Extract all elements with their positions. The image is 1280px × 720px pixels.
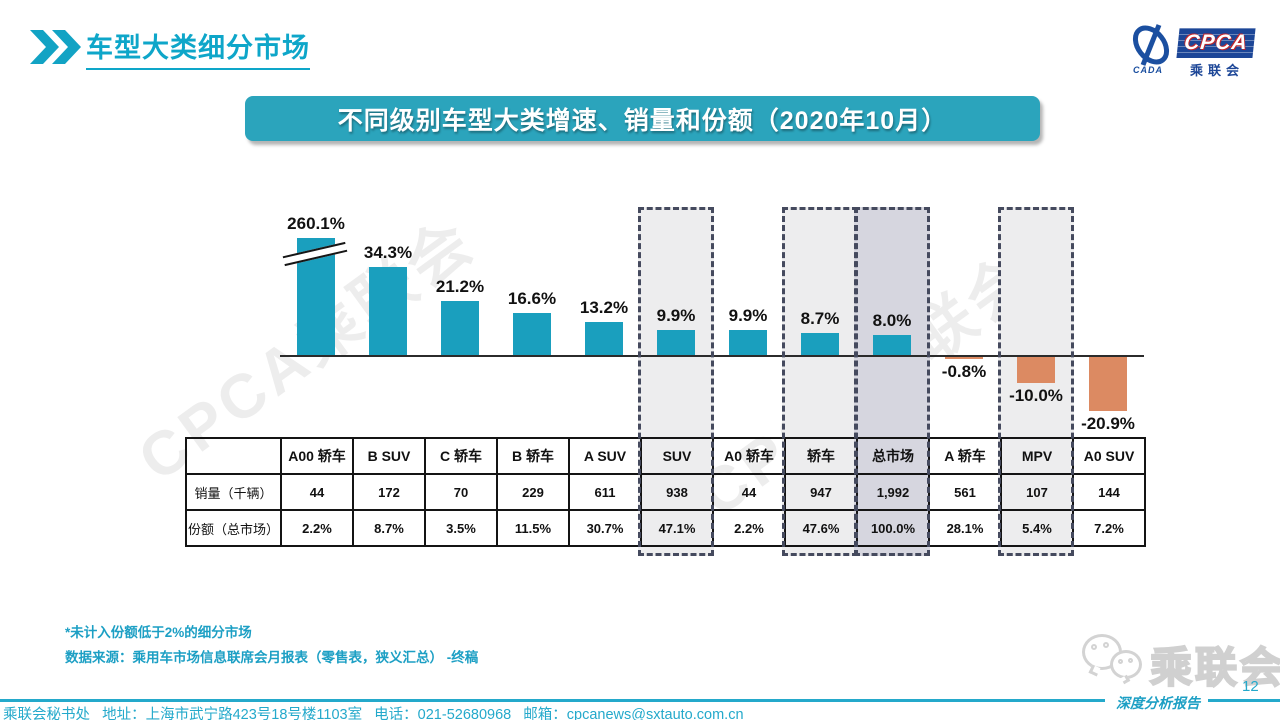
table-header-cell: A00 轿车 [282, 439, 354, 475]
table-header-cell: 总市场 [858, 439, 930, 475]
footer-rule [0, 699, 1105, 702]
table-cell: 11.5% [498, 511, 570, 547]
positive-bar [873, 335, 911, 356]
table-cell: 44 [714, 475, 786, 511]
x-axis-line [280, 355, 1144, 357]
bar-value-label: -10.0% [1009, 386, 1063, 405]
chart-title-banner: 不同级别车型大类增速、销量和份额（2020年10月） [245, 96, 1040, 141]
bar-value-label: 16.6% [507, 289, 557, 308]
footnote: *未计入份额低于2%的细分市场 [65, 625, 252, 640]
bar-value-label: 21.2% [435, 277, 485, 296]
bubble-eye [1103, 642, 1109, 648]
negative-bar [1017, 357, 1055, 383]
table-cell: 1,992 [858, 475, 930, 511]
bubble-eye [1128, 658, 1133, 663]
bar-value-label: 8.7% [800, 309, 840, 328]
table-cell: 28.1% [930, 511, 1002, 547]
table-cell: 144 [1074, 475, 1146, 511]
highlight-column-fill [782, 207, 858, 556]
bubble-eye [1118, 659, 1123, 664]
footer-rule [1208, 699, 1280, 702]
bar-value-label: 8.0% [872, 311, 912, 330]
contact-info: 乘联会秘书处 地址：上海市武宁路423号18号楼1103室 电话：021-526… [3, 707, 744, 720]
table-cell: 2.2% [714, 511, 786, 547]
cpca-swoosh-icon [1126, 24, 1176, 73]
table-cell: 47.1% [642, 511, 714, 547]
table-header-cell: A0 轿车 [714, 439, 786, 475]
table-header-cell: B 轿车 [498, 439, 570, 475]
bar-value-label: -0.8% [941, 362, 987, 381]
wechat-logo: 乘联会 [1082, 632, 1280, 692]
positive-bar [657, 330, 695, 356]
report-tag: 深度分析报告 [1116, 697, 1200, 712]
table-cell: 229 [498, 475, 570, 511]
positive-bar [801, 333, 839, 356]
table-corner-cell [187, 439, 282, 475]
table-cell: 5.4% [1002, 511, 1074, 547]
double-chevron-icon [30, 30, 82, 69]
positive-bar [729, 330, 767, 356]
table-header-cell: B SUV [354, 439, 426, 475]
chart-title: 不同级别车型大类增速、销量和份额（2020年10月） [337, 106, 948, 135]
table-cell: 8.7% [354, 511, 426, 547]
table-header-cell: C 轿车 [426, 439, 498, 475]
table-header-cell: A0 SUV [1074, 439, 1146, 475]
table-cell: 611 [570, 475, 642, 511]
data-source-note: 数据来源：乘用车市场信息联席会月报表（零售表，狭义汇总） -终稿 [65, 650, 479, 665]
table-cell: 70 [426, 475, 498, 511]
table-cell: 947 [786, 475, 858, 511]
bar-value-label: -20.9% [1081, 414, 1135, 433]
cada-text: CADA [1133, 65, 1163, 75]
table-cell: 3.5% [426, 511, 498, 547]
bar-value-label: 34.3% [363, 243, 413, 262]
table-cell: 44 [282, 475, 354, 511]
table-cell: 7.2% [1074, 511, 1146, 547]
bar-value-label: 260.1% [287, 214, 345, 233]
bubble-eye [1091, 644, 1097, 650]
table-cell: 30.7% [570, 511, 642, 547]
cpca-logo: CADA CPCA 乘联会 [1126, 22, 1256, 80]
positive-bar [585, 322, 623, 356]
highlight-column-fill [854, 207, 930, 556]
table-row-header: 份额（总市场） [187, 511, 282, 547]
table-cell: 938 [642, 475, 714, 511]
negative-bar [1089, 357, 1127, 411]
table-cell: 2.2% [282, 511, 354, 547]
bar-value-label: 13.2% [579, 298, 629, 317]
page-number: 12 [1242, 678, 1259, 695]
table-header-cell: MPV [1002, 439, 1074, 475]
page-title: 车型大类细分市场 [86, 26, 310, 70]
table-cell: 561 [930, 475, 1002, 511]
segment-table: A00 轿车 B SUV C 轿车 B 轿车 A SUV SUV A0 轿车 轿车 总市场 A 轿… [185, 437, 1146, 547]
table-cell: 47.6% [786, 511, 858, 547]
table-cell: 172 [354, 475, 426, 511]
wechat-label: 乘联会 [1149, 643, 1280, 692]
negative-bar [945, 357, 983, 359]
bar-value-label: 9.9% [656, 306, 696, 325]
table-cell: 100.0% [858, 511, 930, 547]
positive-bar [441, 301, 479, 356]
table-header-cell: A SUV [570, 439, 642, 475]
positive-bar [369, 267, 407, 356]
cpca-cn-text: 乘联会 [1189, 63, 1244, 78]
cpca-text: CPCA [1183, 31, 1250, 54]
table-header-cell: A 轿车 [930, 439, 1002, 475]
chat-bubble-icon [1110, 650, 1142, 679]
table-row-header: 销量（千辆） [187, 475, 282, 511]
positive-bar [513, 313, 551, 356]
table-header-cell: SUV [642, 439, 714, 475]
highlight-column-fill [638, 207, 714, 556]
cpca-logo-box: CPCA [1176, 28, 1256, 58]
table-header-cell: 轿车 [786, 439, 858, 475]
bar-value-label: 9.9% [728, 306, 768, 325]
table-cell: 107 [1002, 475, 1074, 511]
